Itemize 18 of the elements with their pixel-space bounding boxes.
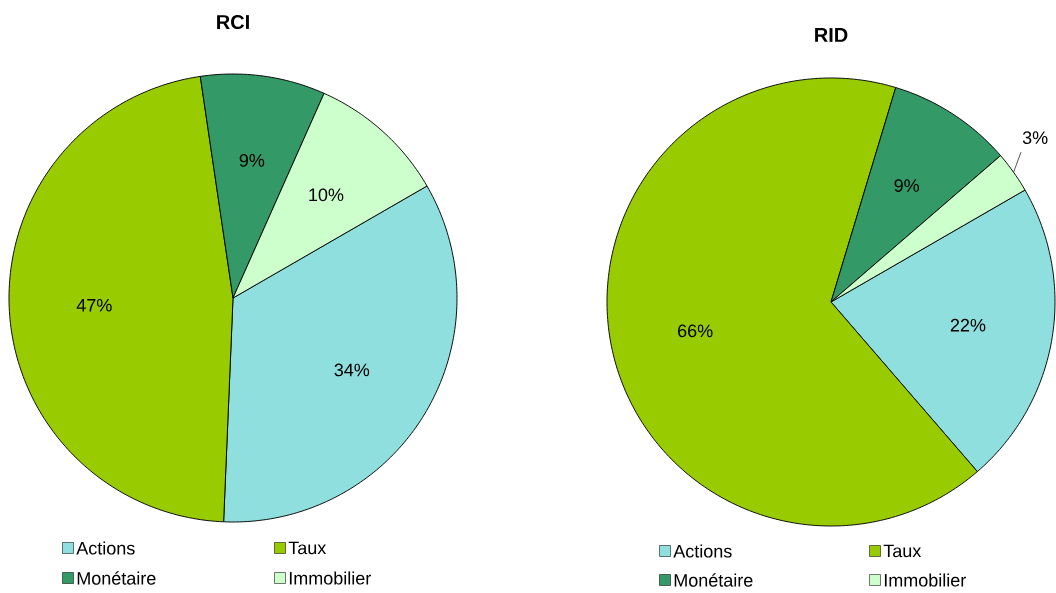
data-label: 9% <box>239 154 265 167</box>
legend-label: Taux <box>883 544 922 558</box>
legend-label: Monétaire <box>674 573 753 587</box>
legend-label: Immobilier <box>289 571 371 585</box>
data-label: 3% <box>1022 131 1048 145</box>
data-label: 10% <box>309 188 344 202</box>
chart-title: RID <box>815 28 848 42</box>
chart-title: RCI <box>217 14 249 30</box>
legend-label: Actions <box>673 544 732 558</box>
legend-label: Monétaire <box>77 571 156 585</box>
data-label: 9% <box>894 179 920 192</box>
data-label: 22% <box>950 318 986 332</box>
data-label: 34% <box>334 363 370 377</box>
data-label: 47% <box>76 298 112 312</box>
data-label: 66% <box>678 324 713 338</box>
legend-label: Immobilier <box>884 573 966 587</box>
legend-label: Taux <box>288 541 327 555</box>
legend-label: Actions <box>76 541 135 555</box>
